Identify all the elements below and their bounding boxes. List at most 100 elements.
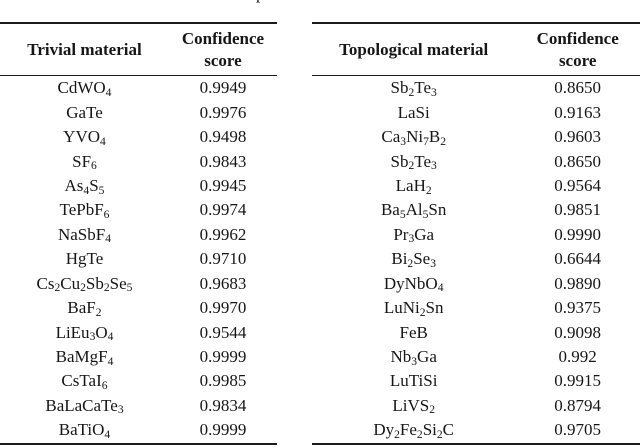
formula-subscript: 3 — [400, 134, 407, 148]
material-cell: Pr3Ga — [393, 224, 435, 246]
confidence-score-cell: 0.9498 — [199, 127, 247, 147]
confidence-score-cell: 0.9999 — [199, 420, 247, 440]
confidence-score-cell: 0.9999 — [199, 347, 247, 367]
formula-subscript: 2 — [416, 427, 423, 441]
material-cell: Cs2Cu2Sb2Se5 — [36, 273, 133, 295]
formula-subscript: 7 — [423, 134, 429, 148]
table-row: LaH2 0.9564 — [312, 174, 640, 198]
material-cell: Bi2Se3 — [391, 249, 436, 270]
table-row: FeB 0.9098 — [312, 320, 640, 344]
formula-subscript: 3 — [431, 159, 437, 173]
confidence-score-cell: 0.9976 — [199, 102, 247, 122]
formula-subscript: 4 — [107, 330, 114, 344]
table-row: CsTaI6 0.9985 — [0, 369, 277, 393]
formula-subscript: 4 — [107, 354, 114, 368]
confidence-score-cell: 0.9985 — [199, 371, 247, 391]
table-row: Dy2Fe2Si2C 0.9705 — [312, 418, 640, 442]
trivial-score-header: Confidence score — [181, 29, 265, 70]
material-cell: CsTaI6 — [61, 371, 108, 392]
confidence-score-cell: 0.9163 — [554, 102, 602, 122]
confidence-score-cell: 0.9544 — [199, 322, 247, 342]
formula-subscript: 3 — [408, 232, 415, 246]
table-row: HgTe 0.9710 — [0, 247, 277, 271]
topological-score-header: Confidence score — [536, 29, 619, 70]
trivial-material-header: Trivial material — [27, 39, 142, 59]
table-row: BaLaCaTe3 0.9834 — [0, 394, 277, 418]
material-cell: FeB — [399, 322, 428, 342]
formula-subscript: 3 — [431, 85, 437, 99]
confidence-score-cell: 0.9890 — [554, 273, 602, 293]
table-row: Ca3Ni7B2 0.9603 — [312, 125, 640, 149]
confidence-score-cell: 0.9851 — [554, 200, 602, 220]
formula-subscript: 2 — [54, 281, 61, 295]
material-cell: LuNi2Sn — [383, 298, 444, 319]
material-cell: LiEu3O4 — [55, 322, 114, 344]
confidence-score-cell: 0.9098 — [554, 322, 602, 342]
material-cell: Nb3Ga — [390, 347, 437, 368]
material-cell: Sb2Te3 — [390, 78, 437, 99]
table-row: BaMgF4 0.9999 — [0, 345, 277, 369]
confidence-score-cell: 0.9945 — [199, 175, 247, 195]
material-cell: LaH2 — [395, 175, 432, 197]
table-row: Ba5Al5Sn 0.9851 — [312, 198, 640, 222]
topological-table-body: Sb2Te3 0.8650 LaSi 0.9163 Ca3Ni7B2 0.9603 Sb2T… — [312, 76, 640, 445]
material-cell: As4S5 — [64, 175, 105, 197]
material-cell: HgTe — [65, 249, 104, 269]
formula-subscript: 2 — [408, 159, 415, 173]
material-cell: Ba5Al5Sn — [380, 200, 447, 221]
table-row: SF6 0.9843 — [0, 149, 277, 173]
material-cell: CdWO4 — [57, 78, 112, 99]
formula-subscript: 2 — [407, 256, 414, 270]
table-row: BaTiO4 0.9999 — [0, 418, 277, 442]
formula-subscript: 2 — [394, 427, 400, 441]
table-row: CdWO4 0.9949 — [0, 76, 277, 100]
table-row: Nb3Ga 0.992 — [312, 345, 640, 369]
formula-subscript: 5 — [422, 207, 429, 221]
material-cell: LuTiSi — [389, 371, 438, 391]
material-cell: NaSbF4 — [57, 224, 111, 246]
topological-material-header: Topological material — [339, 39, 489, 59]
formula-subscript: 4 — [100, 134, 106, 148]
table-row: GaTe 0.9976 — [0, 100, 277, 124]
formula-subscript: 2 — [419, 305, 426, 319]
material-cell: GaTe — [66, 102, 103, 122]
material-cell: LaSi — [397, 102, 430, 122]
table-row: NaSbF4 0.9962 — [0, 223, 277, 247]
confidence-score-cell: 0.9974 — [199, 200, 247, 220]
formula-subscript: 3 — [117, 403, 124, 417]
confidence-score-cell: 0.8794 — [554, 395, 602, 415]
table-row: Sb2Te3 0.8650 — [312, 76, 640, 100]
formula-subscript: 2 — [95, 305, 102, 319]
formula-subscript: 2 — [103, 281, 110, 295]
table-row: TePbF6 0.9974 — [0, 198, 277, 222]
material-cell: DyNbO4 — [383, 273, 444, 295]
confidence-score-cell: 0.9970 — [199, 298, 247, 318]
formula-subscript: 5 — [126, 281, 133, 295]
formula-subscript: 3 — [430, 256, 436, 270]
formula-subscript: 2 — [440, 134, 446, 148]
material-cell: BaTiO4 — [58, 420, 111, 441]
table-row: LiEu3O4 0.9544 — [0, 320, 277, 344]
table-row: LuNi2Sn 0.9375 — [312, 296, 640, 320]
formula-subscript: 5 — [98, 183, 105, 197]
confidence-score-cell: 0.9603 — [554, 127, 602, 147]
formula-subscript: 4 — [83, 183, 90, 197]
confidence-score-cell: 0.8650 — [554, 78, 602, 98]
confidence-score-cell: 0.992 — [558, 347, 597, 367]
formula-subscript: 4 — [437, 281, 444, 295]
table-row: Pr3Ga 0.9990 — [312, 223, 640, 247]
formula-subscript: 6 — [103, 207, 110, 221]
confidence-score-cell: 0.9710 — [199, 249, 247, 269]
confidence-score-cell: 0.9375 — [554, 298, 602, 318]
topological-materials-table: Topological material Confidence score Sb… — [312, 22, 640, 445]
confidence-score-cell: 0.9962 — [199, 224, 247, 244]
formula-subscript: 3 — [89, 330, 96, 344]
material-cell: Sb2Te3 — [390, 151, 437, 173]
material-cell: TePbF6 — [59, 200, 110, 221]
caption-fragment: p — [252, 0, 272, 5]
table-row: LuTiSi 0.9915 — [312, 369, 640, 393]
confidence-score-cell: 0.6644 — [554, 249, 602, 269]
table-row: Cs2Cu2Sb2Se5 0.9683 — [0, 272, 277, 296]
confidence-score-cell: 0.8650 — [554, 151, 602, 171]
topological-table-header: Topological material Confidence score — [312, 22, 640, 76]
